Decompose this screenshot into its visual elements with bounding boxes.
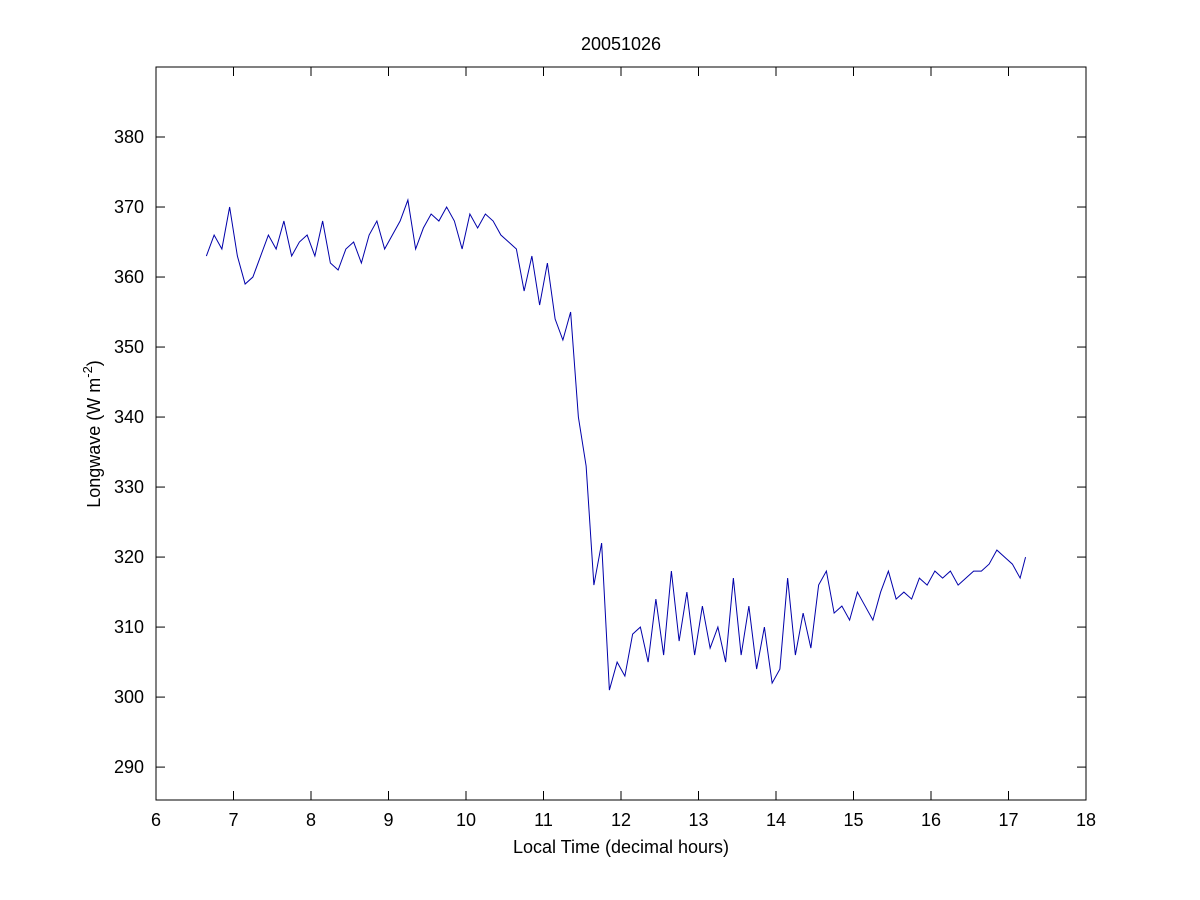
x-axis-label: Local Time (decimal hours) (513, 837, 729, 857)
y-tick-label: 320 (114, 547, 144, 567)
y-tick-label: 370 (114, 197, 144, 217)
x-tick-label: 18 (1076, 810, 1096, 830)
y-tick-label: 340 (114, 407, 144, 427)
y-label-text: Longwave (W m (84, 378, 104, 508)
data-line (205, 198, 1027, 691)
x-tick-label: 16 (921, 810, 941, 830)
y-tick-label: 300 (114, 687, 144, 707)
x-tick-label: 15 (843, 810, 863, 830)
y-tick-label: 360 (114, 267, 144, 287)
x-tick-label: 11 (534, 810, 553, 830)
y-tick-label: 350 (114, 337, 144, 357)
y-axis-label: Longwave (W m-2) (80, 360, 104, 508)
y-tick-label: 290 (114, 757, 144, 777)
y-tick-label: 330 (114, 477, 144, 497)
x-tick-label: 14 (766, 810, 786, 830)
x-tick-label: 9 (383, 810, 393, 830)
x-tick-label: 12 (611, 810, 631, 830)
x-tick-label: 13 (688, 810, 708, 830)
plot-box (155, 66, 1087, 801)
x-tick-label: 10 (456, 810, 476, 830)
y-tick-label: 380 (114, 127, 144, 147)
y-label-sup: -2 (80, 366, 95, 378)
y-tick-label: 310 (114, 617, 144, 637)
x-tick-label: 17 (998, 810, 1018, 830)
x-tick-label: 8 (306, 810, 316, 830)
chart-title: 20051026 (581, 34, 661, 54)
x-tick-label: 6 (151, 810, 161, 830)
x-tick-label: 7 (228, 810, 238, 830)
y-label-suffix: ) (84, 360, 104, 366)
